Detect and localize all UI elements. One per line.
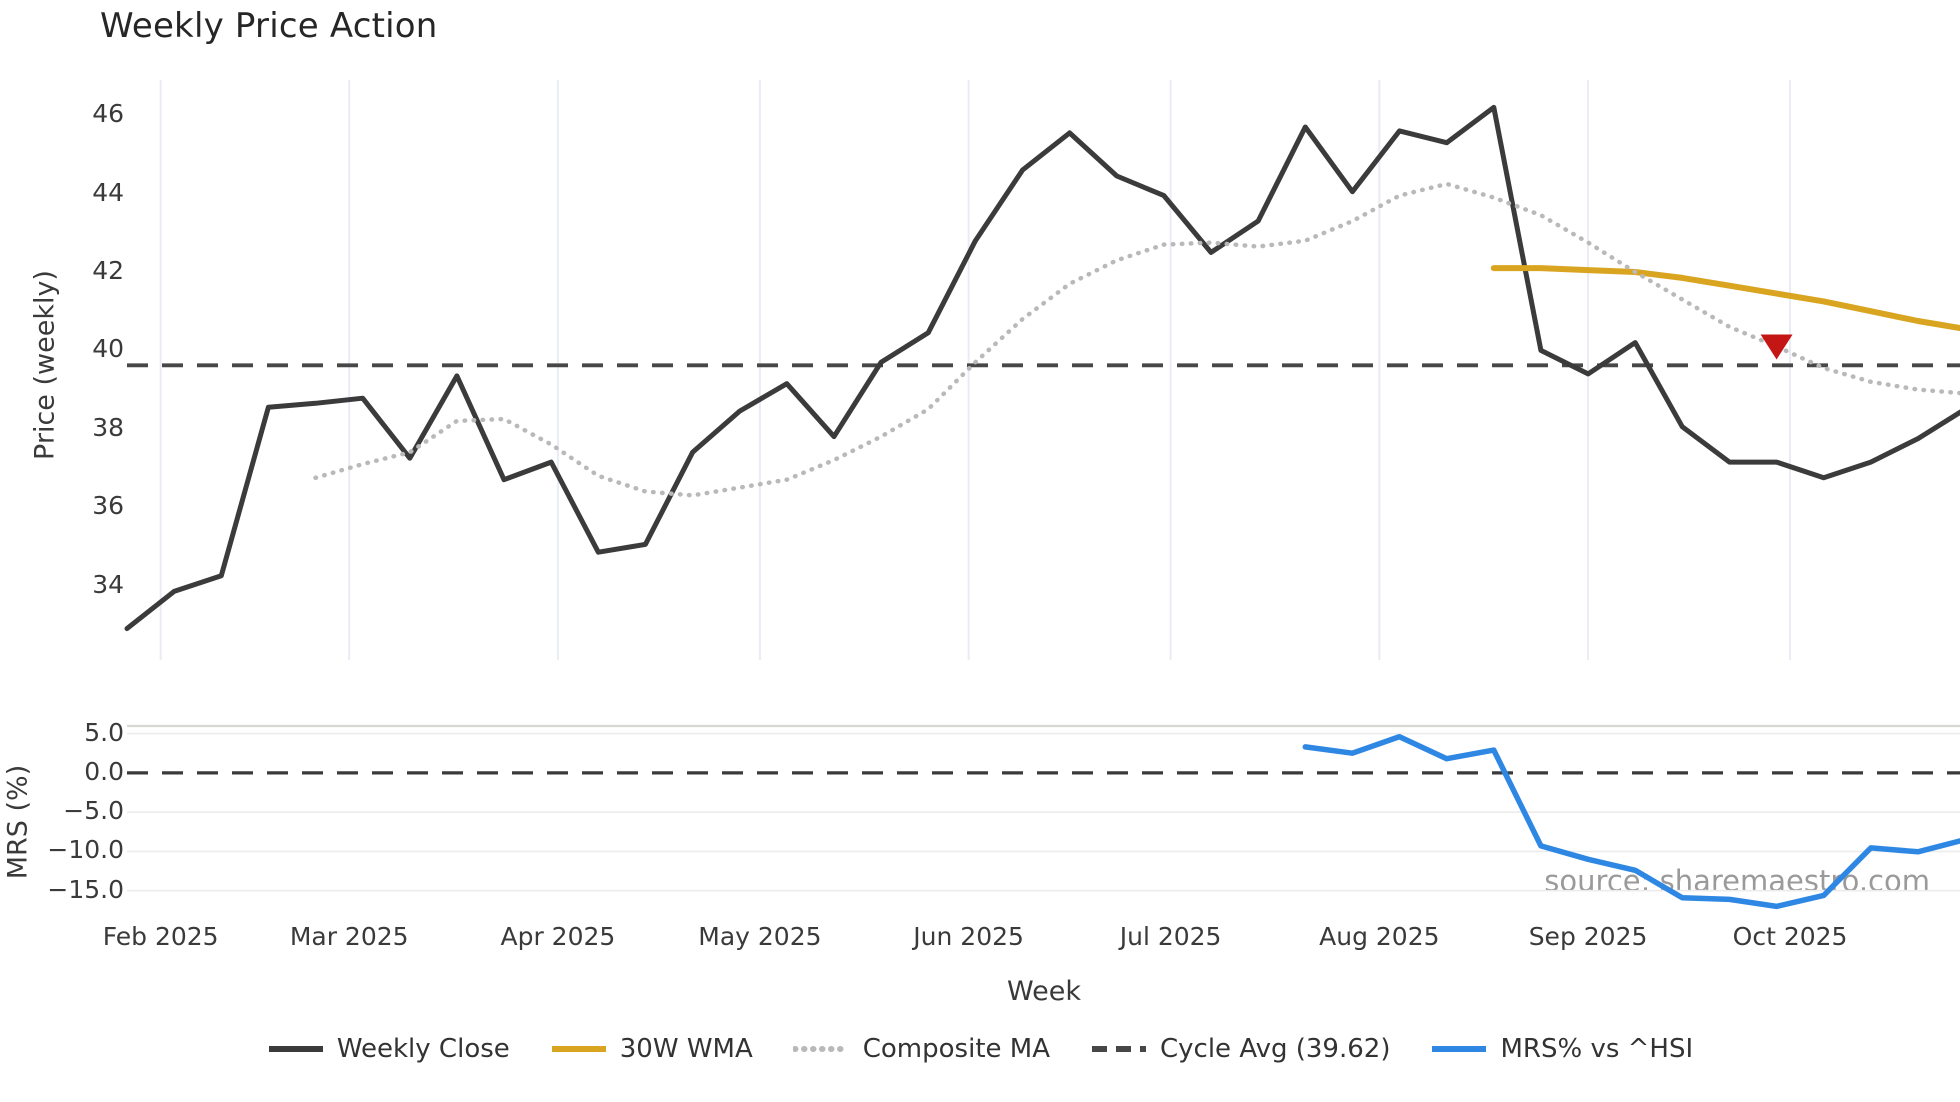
price-tick-label: 34	[92, 569, 124, 599]
series-composite-ma	[313, 181, 1960, 498]
month-tick-label: May 2025	[698, 922, 822, 951]
month-tick-label: Aug 2025	[1319, 922, 1440, 951]
mrs-tick-label: 5.0	[84, 717, 124, 747]
price-tick-label: 46	[92, 99, 124, 129]
mrs-tick-label: −5.0	[63, 796, 124, 826]
month-tick-label: Oct 2025	[1732, 922, 1848, 951]
legend-swatch	[551, 1046, 606, 1052]
sell-signal-marker	[1760, 334, 1793, 360]
mrs-tick-label: −10.0	[47, 835, 124, 865]
source-watermark: source: sharemaestro.com	[1544, 864, 1930, 898]
month-tick-label: Jul 2025	[1119, 922, 1222, 951]
legend-label: Composite MA	[862, 1034, 1050, 1064]
legend-label: 30W WMA	[619, 1034, 753, 1064]
legend-swatch	[1432, 1046, 1487, 1052]
price-tick-label: 36	[92, 491, 124, 521]
series-mrs-vs-hsi	[1302, 733, 1960, 910]
price-tick-label: 44	[92, 177, 124, 207]
price-tick-label: 42	[92, 256, 124, 286]
mrs-tick-label: 0.0	[84, 756, 124, 786]
legend-swatch	[1092, 1046, 1146, 1052]
legend-label: Cycle Avg (39.62)	[1160, 1034, 1391, 1064]
series-30w-wma	[1490, 265, 1960, 332]
price-tick-label: 40	[92, 334, 124, 364]
mrs-tick-label: −15.0	[47, 874, 124, 904]
month-tick-label: Mar 2025	[289, 922, 409, 951]
month-tick-label: Jun 2025	[913, 922, 1024, 951]
legend-item-composite-ma: Composite MA	[792, 1034, 1050, 1064]
legend-item-cycle-avg-39-62-: Cycle Avg (39.62)	[1090, 1034, 1390, 1064]
week-axis-label: Week	[1007, 976, 1081, 1007]
legend-item-weekly-close: Weekly Close	[267, 1034, 510, 1064]
legend-label: Weekly Close	[336, 1034, 510, 1064]
chart-legend: Weekly Close 30W WMA Composite MA Cycle Avg…	[0, 1034, 1960, 1064]
legend-item-mrs-vs-hsi: MRS% vs ^HSI	[1430, 1034, 1693, 1064]
legend-item-30w-wma: 30W WMA	[550, 1034, 753, 1064]
legend-swatch	[268, 1046, 323, 1052]
month-tick-label: Sep 2025	[1528, 922, 1648, 951]
month-tick-label: Apr 2025	[500, 922, 616, 951]
legend-swatch	[792, 1046, 851, 1052]
month-tick-label: Feb 2025	[102, 922, 219, 951]
price-tick-label: 38	[92, 412, 124, 442]
legend-label: MRS% vs ^HSI	[1500, 1034, 1694, 1064]
chart-title: Weekly Price Action	[100, 6, 438, 46]
series-weekly-close	[124, 104, 1960, 632]
